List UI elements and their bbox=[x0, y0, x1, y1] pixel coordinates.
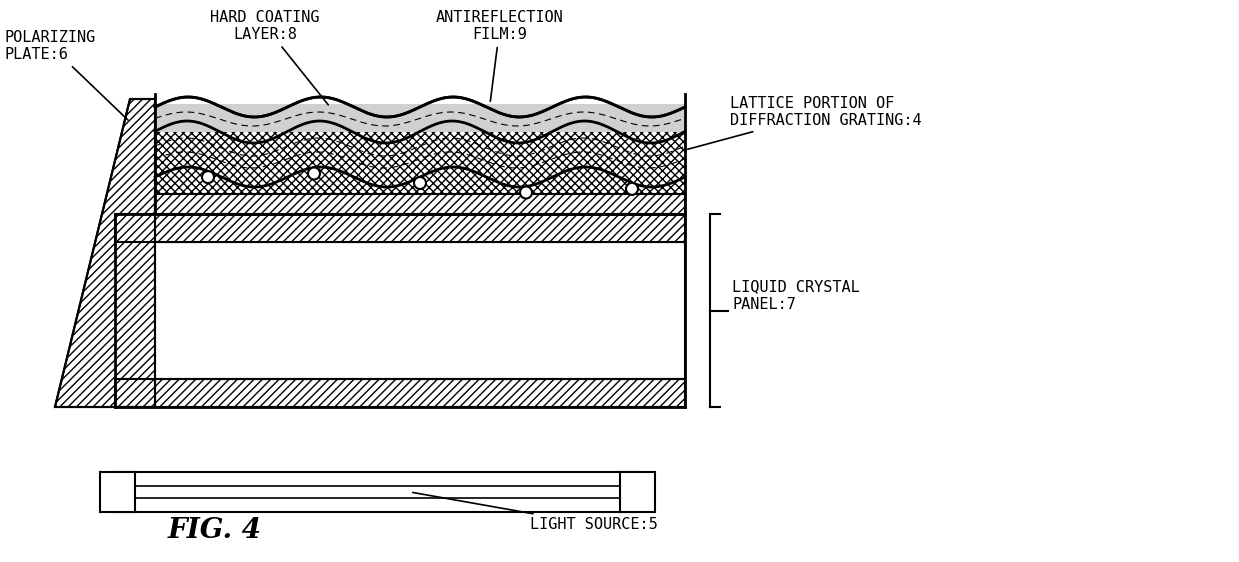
Bar bbox=[155, 194, 685, 214]
Text: ANTIREFLECTION
FILM:9: ANTIREFLECTION FILM:9 bbox=[436, 10, 564, 101]
Bar bbox=[100, 472, 135, 512]
Text: LATTICE PORTION OF
DIFFRACTION GRATING:4: LATTICE PORTION OF DIFFRACTION GRATING:4 bbox=[688, 96, 922, 149]
Circle shape bbox=[414, 177, 426, 189]
Circle shape bbox=[309, 167, 320, 179]
Bar bbox=[115, 242, 685, 379]
Bar bbox=[620, 472, 655, 512]
Polygon shape bbox=[55, 99, 155, 407]
Text: HARD COATING
LAYER:8: HARD COATING LAYER:8 bbox=[211, 10, 328, 105]
Bar bbox=[155, 194, 685, 214]
Text: LIQUID CRYSTAL
PANEL:7: LIQUID CRYSTAL PANEL:7 bbox=[732, 279, 860, 312]
Text: FIG. 4: FIG. 4 bbox=[169, 517, 261, 544]
Circle shape bbox=[202, 171, 214, 183]
Bar bbox=[115, 379, 685, 407]
Bar bbox=[115, 379, 685, 407]
Bar bbox=[115, 214, 685, 242]
Text: POLARIZING
PLATE:6: POLARIZING PLATE:6 bbox=[5, 30, 128, 120]
Circle shape bbox=[626, 183, 638, 195]
Text: LIGHT SOURCE:5: LIGHT SOURCE:5 bbox=[413, 492, 658, 532]
Bar bbox=[115, 214, 685, 242]
Bar bbox=[155, 104, 685, 132]
Circle shape bbox=[520, 187, 532, 198]
Bar bbox=[155, 132, 685, 194]
